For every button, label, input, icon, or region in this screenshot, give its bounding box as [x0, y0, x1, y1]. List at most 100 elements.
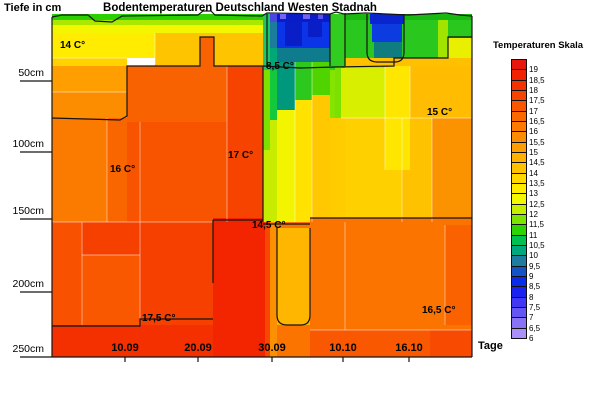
y-tick-label: 200cm — [12, 278, 44, 290]
legend-band: 17,5 — [512, 90, 545, 105]
y-axis-title: Tiefe in cm — [4, 2, 62, 14]
contour-region — [330, 118, 345, 222]
temperature-annotation: 15 C° — [427, 107, 452, 118]
contour-region — [82, 255, 140, 325]
contour-region — [374, 42, 402, 62]
legend-band-label: 7,5 — [529, 302, 541, 312]
contour-line — [51, 10, 473, 23]
contour-region — [345, 14, 472, 20]
contour-region — [410, 66, 472, 118]
legend-band-label: 9 — [529, 271, 534, 281]
y-tick-label: 250cm — [12, 343, 44, 355]
contour-line — [329, 13, 346, 66]
legend-band-label: 10 — [529, 251, 538, 261]
contour-region — [341, 68, 385, 118]
contour-line — [51, 16, 473, 357]
temperature-annotation: 17,5 C° — [142, 313, 175, 324]
legend-band-label: 17 — [529, 106, 538, 116]
legend-band: 10 — [512, 245, 538, 260]
legend-band-label: 13,5 — [529, 178, 545, 188]
legend-title: Temperaturen Skala — [492, 40, 584, 51]
contour-region — [263, 70, 270, 150]
legend-band: 17 — [512, 101, 538, 116]
legend-band: 14,5 — [512, 152, 545, 167]
x-tick-label: 16.10 — [395, 342, 423, 354]
contour-region — [445, 225, 472, 325]
legend-band-label: 17,5 — [529, 96, 545, 106]
contour-region — [318, 14, 323, 19]
contour-region — [303, 14, 310, 19]
legend-band-label: 14,5 — [529, 158, 545, 168]
legend-band: 12 — [512, 204, 538, 219]
legend-band-label: 12,5 — [529, 199, 545, 209]
legend-band: 14 — [512, 163, 538, 178]
contour-region — [430, 330, 472, 357]
contour-line — [276, 228, 311, 326]
legend-band-label: 8 — [529, 292, 534, 302]
contour-region — [127, 66, 227, 122]
legend-band-label: 6,5 — [529, 323, 541, 333]
legend-band-label: 16,5 — [529, 116, 545, 126]
contour-region — [52, 92, 127, 118]
y-tick-label: 150cm — [12, 205, 44, 217]
contour-region — [277, 228, 310, 325]
contour-line — [51, 36, 264, 222]
temperature-annotation: 14 C° — [60, 40, 85, 51]
legend-band: 15,5 — [512, 132, 545, 147]
contour-region — [263, 150, 270, 222]
x-axis-title: Tage — [478, 340, 503, 352]
contour-region — [270, 14, 277, 22]
legend-band: 13 — [512, 183, 538, 198]
contour-region — [280, 14, 286, 19]
x-tick-label: 10.09 — [111, 342, 139, 354]
legend-band-label: 16 — [529, 127, 538, 137]
legend-band-label: 18 — [529, 85, 538, 95]
contour-region — [438, 20, 448, 58]
temperature-annotation: 16,5 C° — [422, 305, 455, 316]
contour-region — [370, 14, 404, 24]
legend-band-label: 11,5 — [529, 220, 544, 230]
x-tick-label: 20.09 — [184, 342, 212, 354]
legend-band: 18,5 — [512, 70, 545, 85]
contour-region — [432, 118, 472, 222]
contour-region — [127, 122, 227, 222]
contour-region — [265, 222, 270, 357]
temperature-annotation: 8,5 C° — [266, 61, 294, 72]
contour-region — [52, 25, 263, 33]
legend-band-label: 19 — [529, 65, 538, 75]
legend-band-label: 8,5 — [529, 282, 541, 292]
contour-line — [213, 217, 472, 225]
legend-band: 11,5 — [512, 214, 544, 229]
temperature-annotation: 14,5 C° — [252, 220, 285, 231]
contour-region — [295, 100, 312, 222]
legend-band: 6,5 — [512, 318, 540, 333]
legend-band-label: 6 — [529, 333, 534, 343]
x-tick-label: 10.10 — [329, 342, 357, 354]
contour-region — [270, 222, 277, 357]
contour-region — [270, 120, 277, 222]
legend-band-label: 14 — [529, 168, 538, 178]
legend-band: 13,5 — [512, 173, 545, 188]
contour-region — [52, 325, 213, 357]
contour-region — [213, 218, 265, 357]
legend-band-label: 15 — [529, 147, 538, 157]
contour-line — [52, 318, 213, 327]
legend-band: 9,5 — [512, 256, 540, 271]
contour-region — [52, 58, 127, 66]
contour-region — [295, 62, 312, 100]
legend-band: 8 — [512, 287, 533, 302]
legend-band: 10,5 — [512, 235, 545, 250]
contour-region — [277, 48, 330, 62]
contour-region — [308, 22, 322, 37]
legend-band: 16 — [512, 121, 538, 136]
contour-region — [200, 37, 214, 66]
contour-region — [372, 24, 402, 42]
legend-band: 6 — [512, 328, 533, 343]
contour-region — [285, 22, 302, 46]
legend-band-label: 15,5 — [529, 137, 545, 147]
contour-region — [312, 95, 330, 222]
contour-region — [227, 66, 263, 222]
legend-band-label: 12 — [529, 209, 538, 219]
